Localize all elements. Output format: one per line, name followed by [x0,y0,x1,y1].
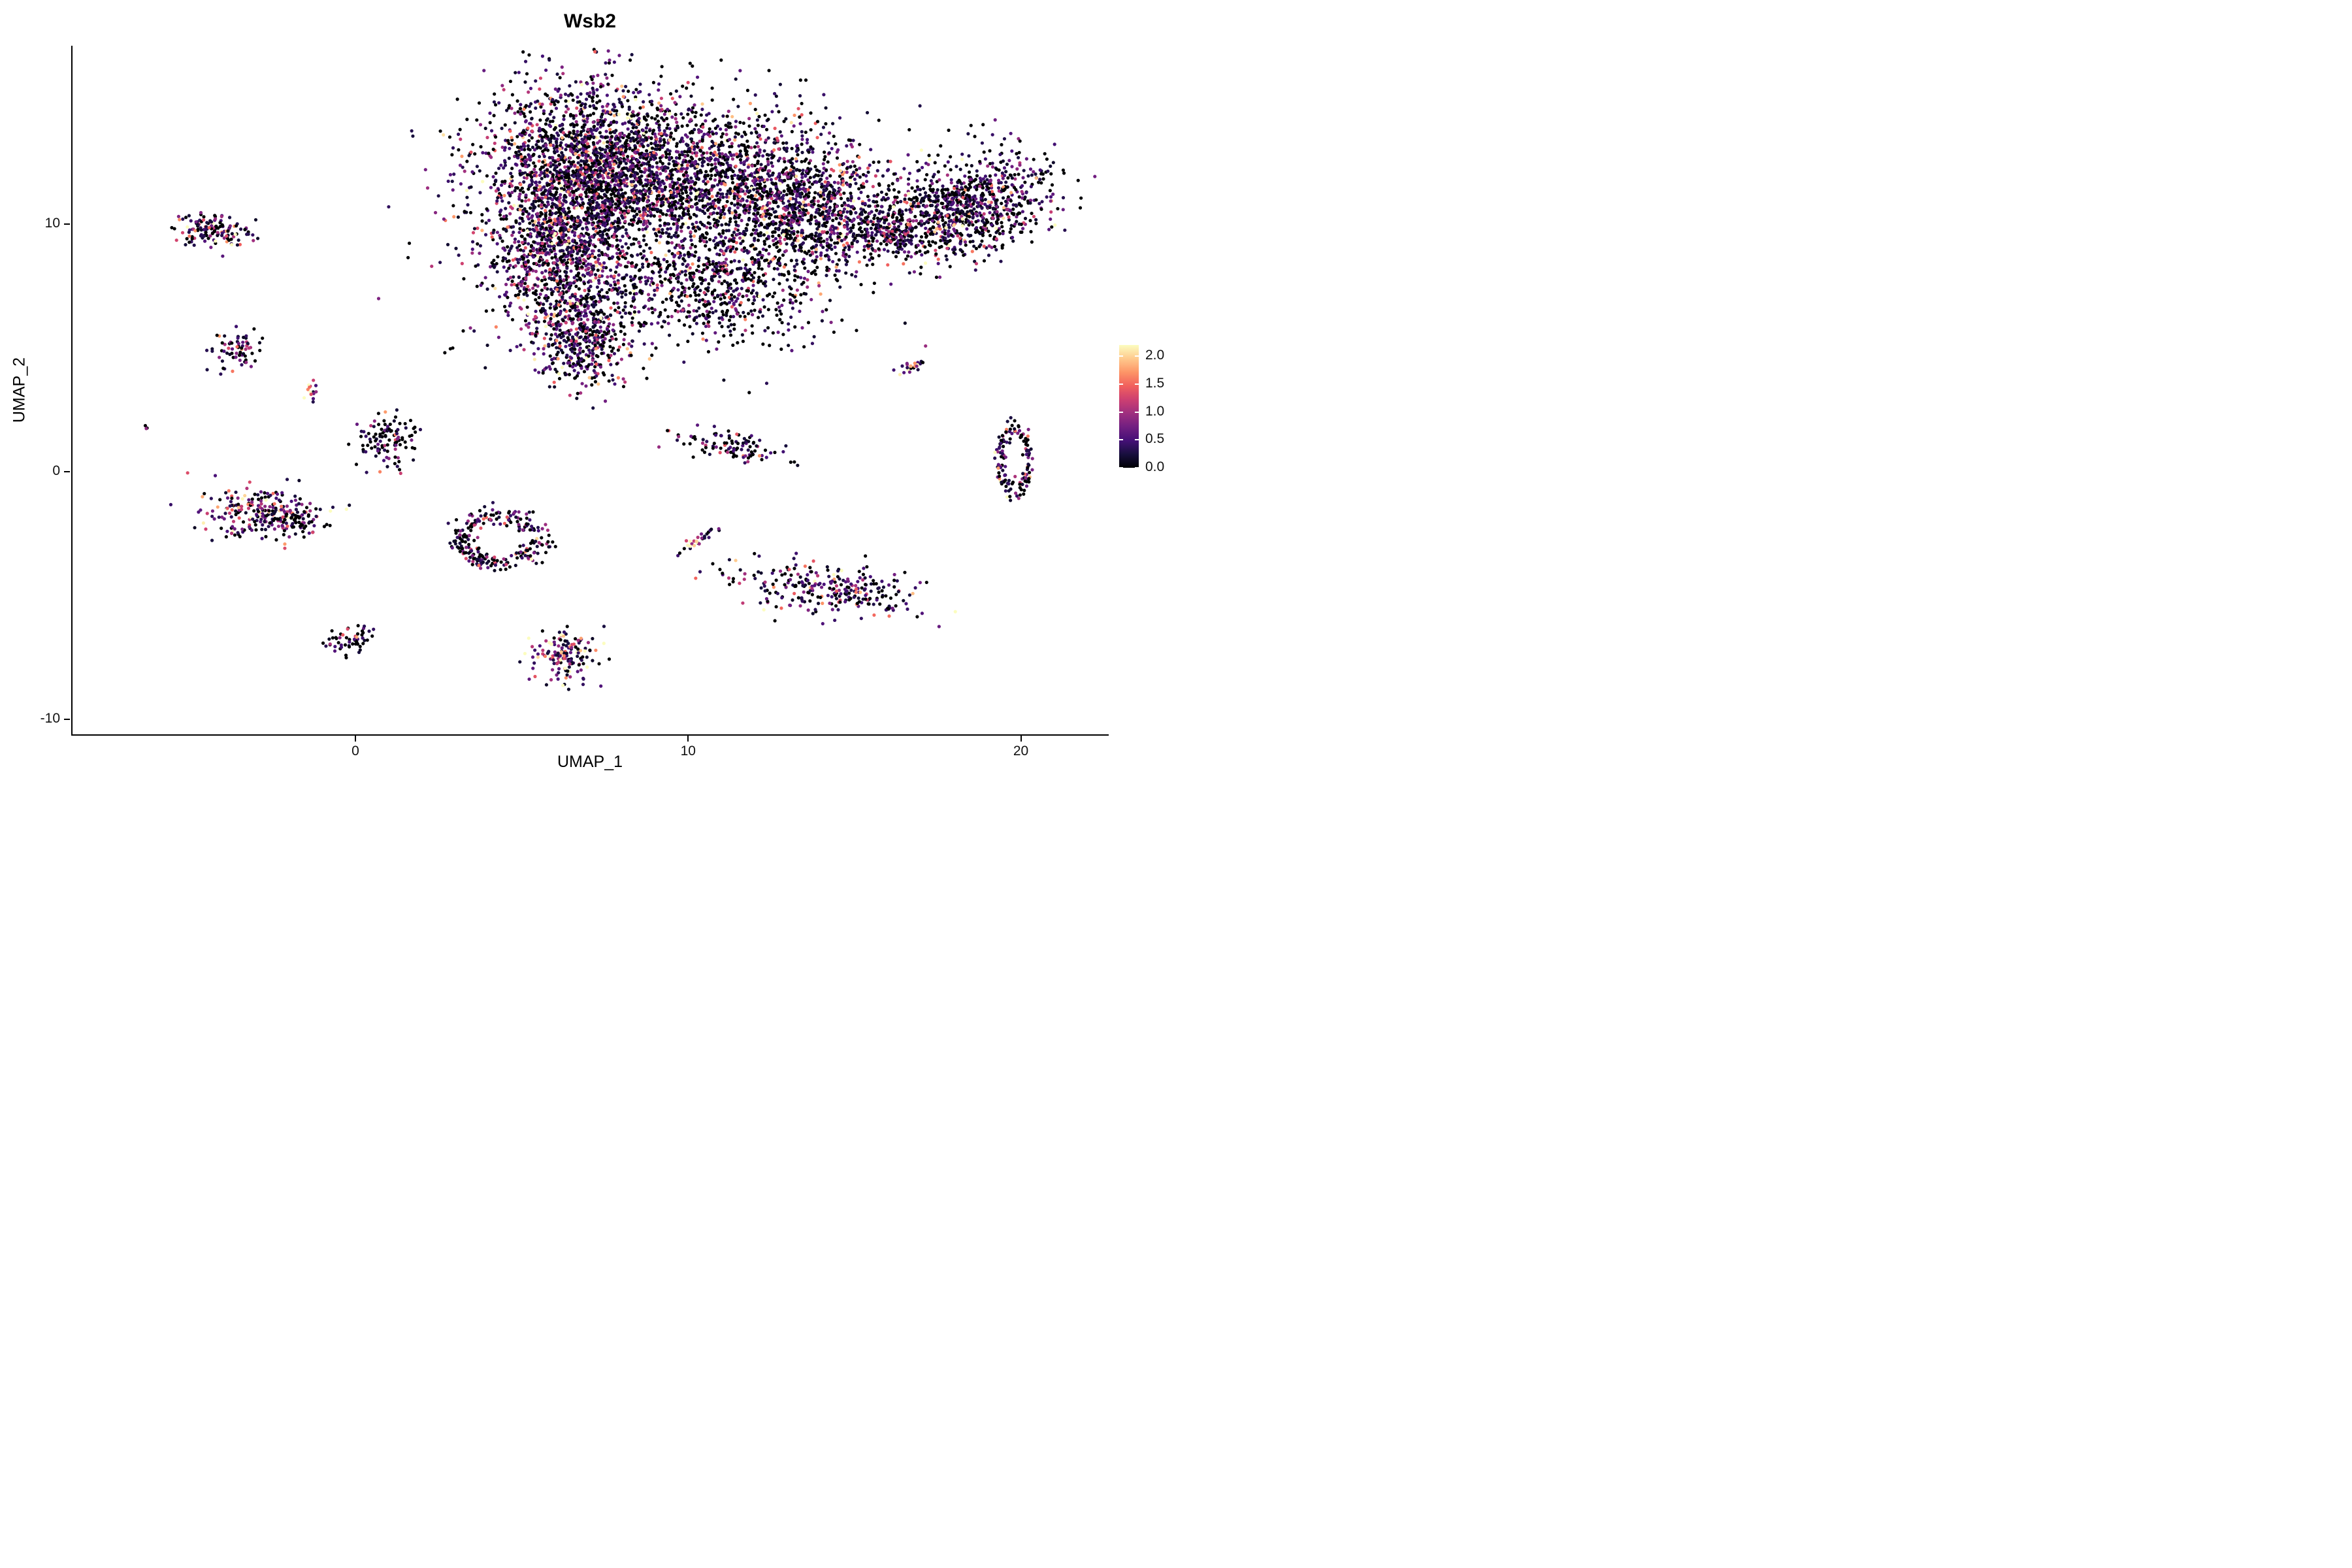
plot-title: Wsb2 [563,10,616,32]
legend-tick-mark [1119,383,1123,385]
legend-tick-label: 1.0 [1145,403,1165,419]
legend-tick-mark [1135,439,1139,441]
scatter-plot-canvas [73,46,1107,734]
umap-feature-plot: Wsb2 UMAP_2 UMAP_1 0 10 20 -10 0 10 2.0 1.5 1.… [0,0,1176,784]
legend-tick-mark [1119,467,1123,468]
x-axis-label: UMAP_1 [557,753,623,771]
legend-gradient-bar [1119,345,1139,468]
y-tick-mark [64,719,70,721]
x-tick-mark [354,736,356,742]
y-tick-label: -10 [40,711,60,727]
legend-tick-mark [1135,383,1139,385]
legend-tick-label: 2.0 [1145,348,1165,363]
y-axis-line [71,46,73,736]
y-tick-label: 0 [52,463,60,479]
legend-tick-label: 0.5 [1145,431,1165,447]
x-tick-mark [1020,736,1022,742]
y-tick-mark [64,223,70,225]
x-axis-line [71,734,1109,736]
legend-tick-mark [1119,439,1123,441]
legend-tick-mark [1135,411,1139,413]
legend-tick-mark [1135,355,1139,357]
legend-tick-label: 0.0 [1145,459,1165,474]
legend-tick-mark [1135,467,1139,468]
x-tick-mark [687,736,689,742]
y-tick-mark [64,471,70,473]
legend-tick-label: 1.5 [1145,375,1165,391]
legend-tick-mark [1119,411,1123,413]
y-tick-label: 10 [44,215,60,231]
y-axis-label: UMAP_2 [10,357,29,423]
legend-tick-mark [1119,355,1123,357]
